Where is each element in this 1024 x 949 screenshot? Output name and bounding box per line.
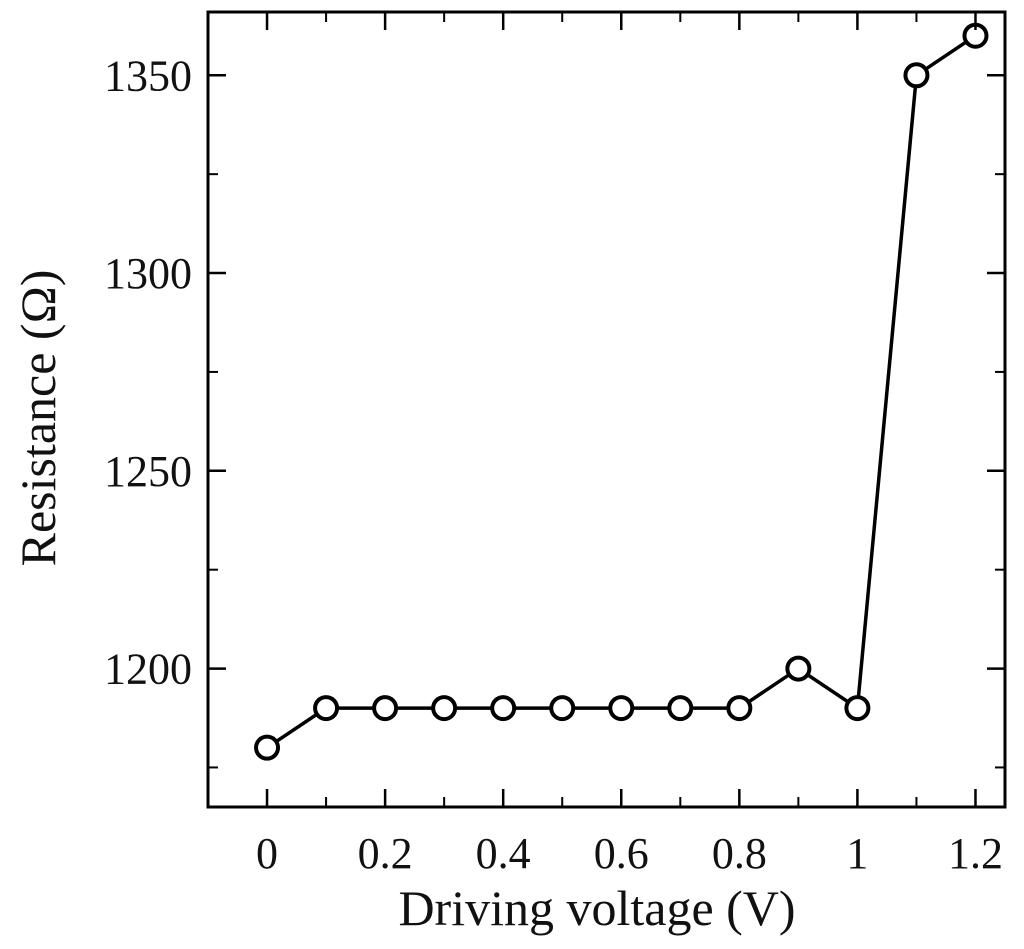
- x-tick-label: 0.4: [476, 829, 531, 878]
- x-axis-title: Driving voltage (V): [398, 880, 795, 936]
- axis-ticks: [208, 12, 1005, 807]
- data-point: [726, 695, 753, 722]
- plot-frame: [206, 10, 1007, 809]
- y-axis-title: Resistance (Ω): [10, 270, 66, 567]
- data-point: [549, 695, 576, 722]
- data-point: [903, 62, 930, 89]
- data-point: [490, 695, 517, 722]
- y-tick-label: 1200: [104, 645, 192, 694]
- y-tick-label: 1300: [104, 249, 192, 298]
- x-tick-label: 0.8: [712, 829, 767, 878]
- data-point: [254, 734, 281, 761]
- tick-labels: 0 0.2 0.4 0.6 0.8 1 1.2 1200 1250 1300 1350: [104, 51, 1003, 878]
- x-tick-label: 0.6: [594, 829, 649, 878]
- x-tick-label: 1: [846, 829, 868, 878]
- plot-area: [254, 22, 989, 761]
- data-point: [844, 695, 871, 722]
- series-line: [266, 34, 977, 750]
- data-point: [313, 695, 340, 722]
- x-tick-label: 0: [256, 829, 278, 878]
- data-point: [372, 695, 399, 722]
- data-point: [608, 695, 635, 722]
- data-point: [785, 655, 812, 682]
- data-point: [667, 695, 694, 722]
- y-tick-label: 1350: [104, 51, 192, 100]
- y-tick-label: 1250: [104, 447, 192, 496]
- data-point: [431, 695, 458, 722]
- x-tick-label: 1.2: [948, 829, 1003, 878]
- x-tick-label: 0.2: [358, 829, 413, 878]
